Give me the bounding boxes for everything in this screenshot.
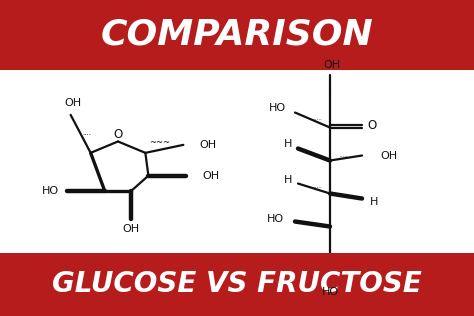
Text: HO: HO [321, 287, 338, 296]
Text: OH: OH [380, 150, 397, 161]
Text: OH: OH [202, 171, 219, 181]
Text: ····: ···· [82, 132, 91, 138]
Text: HO: HO [42, 186, 59, 196]
Text: OH: OH [64, 98, 81, 108]
Bar [0, 0, 474, 70]
Text: OH: OH [200, 140, 217, 150]
Text: H: H [370, 197, 378, 207]
Text: ·····: ····· [340, 154, 348, 159]
Text: H: H [284, 174, 292, 185]
Text: GLUCOSE VS FRUCTOSE: GLUCOSE VS FRUCTOSE [52, 270, 422, 298]
Text: ·····: ····· [314, 117, 322, 122]
Text: ·····: ····· [314, 185, 322, 190]
Text: HO: HO [266, 214, 283, 223]
Text: OH: OH [323, 59, 340, 70]
Text: O: O [367, 119, 377, 132]
Text: H: H [284, 138, 292, 149]
Text: COMPARISON: COMPARISON [100, 18, 374, 52]
Text: O: O [113, 128, 123, 141]
Text: OH: OH [123, 224, 140, 234]
Text: ~~~: ~~~ [149, 138, 170, 147]
Bar [0, 253, 474, 316]
Text: HO: HO [268, 102, 285, 112]
